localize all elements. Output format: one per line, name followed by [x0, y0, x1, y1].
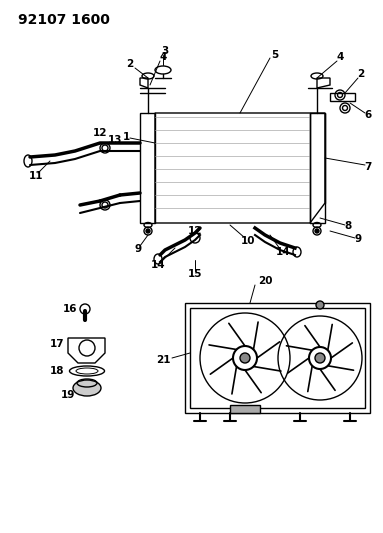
- Text: 20: 20: [258, 276, 272, 286]
- Text: 1: 1: [123, 132, 129, 142]
- Text: 4: 4: [159, 52, 167, 62]
- Text: 15: 15: [188, 269, 202, 279]
- Text: 13: 13: [108, 135, 122, 145]
- Text: 14: 14: [276, 247, 290, 257]
- Text: 3: 3: [161, 46, 169, 56]
- Circle shape: [315, 229, 319, 233]
- Text: 19: 19: [61, 390, 75, 400]
- Circle shape: [240, 353, 250, 363]
- Text: 11: 11: [29, 171, 43, 181]
- Text: 7: 7: [364, 162, 372, 172]
- Text: 10: 10: [241, 236, 255, 246]
- Text: 14: 14: [151, 260, 165, 270]
- Text: 4: 4: [336, 52, 344, 62]
- Text: 12: 12: [188, 226, 202, 236]
- Text: 21: 21: [156, 355, 170, 365]
- Text: 92107 1600: 92107 1600: [18, 13, 110, 27]
- Polygon shape: [230, 405, 260, 413]
- Circle shape: [146, 229, 150, 233]
- Text: 6: 6: [364, 110, 372, 120]
- Text: 18: 18: [50, 366, 64, 376]
- Ellipse shape: [73, 380, 101, 396]
- Text: 9: 9: [354, 234, 362, 244]
- Text: 12: 12: [93, 128, 107, 138]
- Text: 5: 5: [272, 50, 278, 60]
- Circle shape: [315, 353, 325, 363]
- Text: 17: 17: [50, 339, 64, 349]
- Circle shape: [316, 301, 324, 309]
- Text: 16: 16: [63, 304, 77, 314]
- Text: 2: 2: [126, 59, 134, 69]
- Text: 8: 8: [344, 221, 352, 231]
- Text: 9: 9: [134, 244, 142, 254]
- Text: 2: 2: [357, 69, 365, 79]
